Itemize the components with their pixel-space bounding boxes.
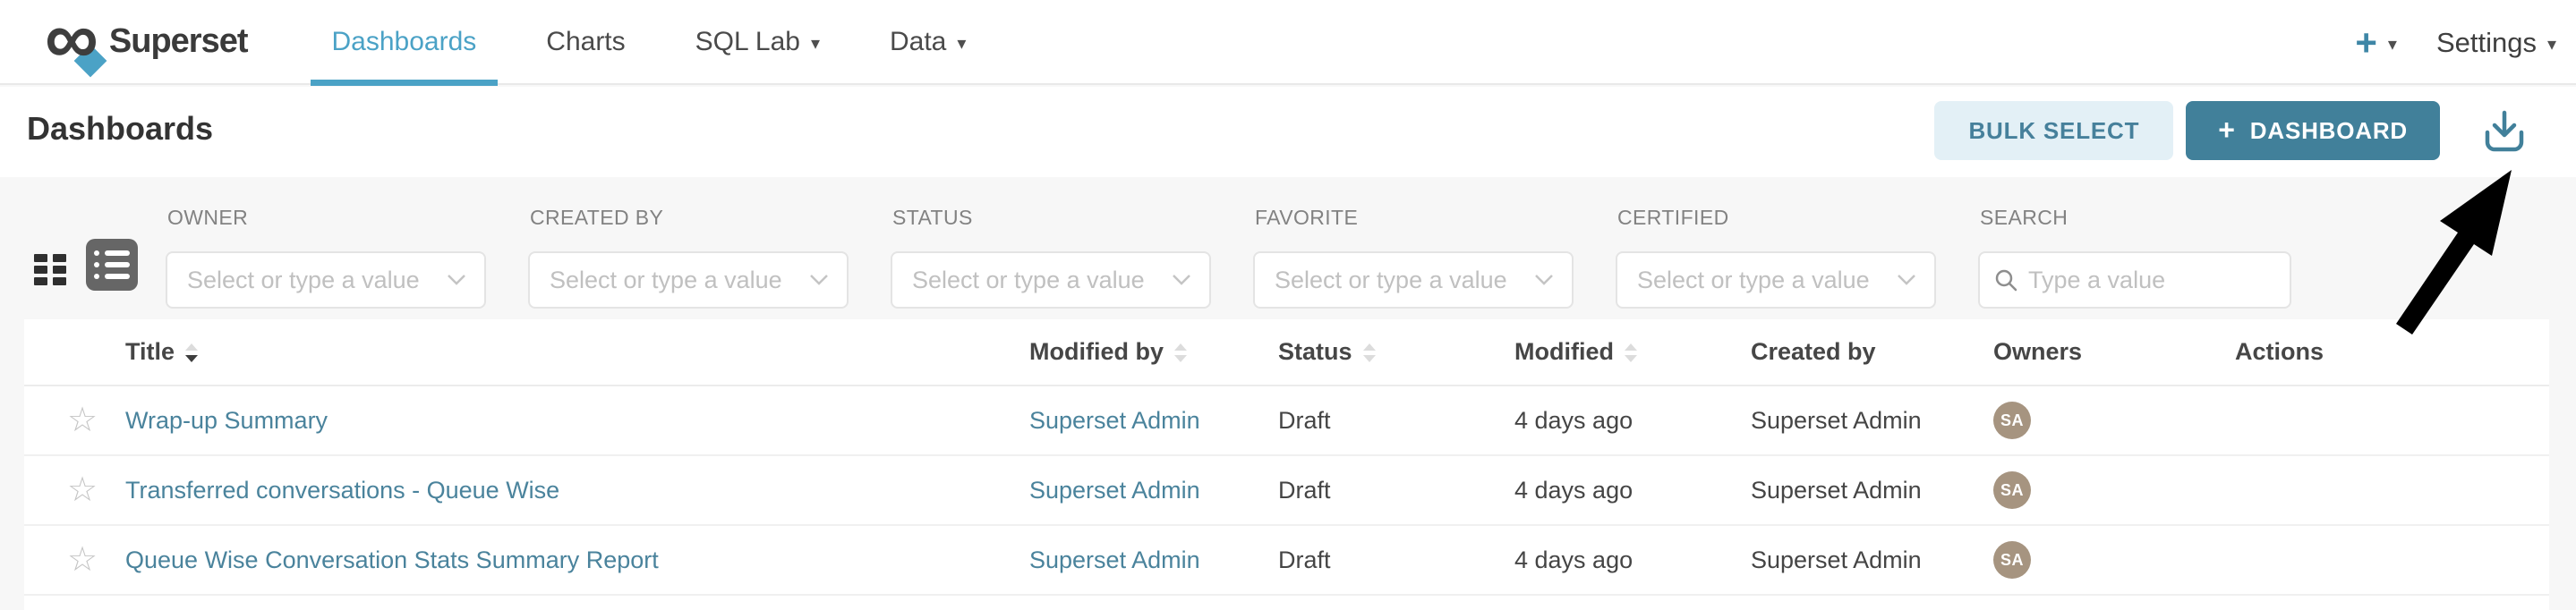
caret-down-icon: ▾ [2546,35,2556,55]
table-row-partial [24,596,2549,610]
new-dashboard-button[interactable]: + DASHBOARD [2186,101,2440,160]
nav-tab-label: Charts [546,26,626,56]
nav-right: + ▾ Settings ▾ [2355,0,2556,85]
dashboard-title-link[interactable]: Queue Wise Conversation Stats Summary Re… [125,546,659,573]
sort-carets-icon [185,343,199,362]
certified-select[interactable]: Select or type a value [1616,251,1936,309]
column-header-title[interactable]: Title [125,338,1029,366]
chevron-down-icon [810,275,828,285]
star-outline-icon[interactable]: ☆ [67,541,98,579]
nav-tab-data[interactable]: Data ▾ [868,0,987,84]
status-cell: Draft [1278,476,1331,504]
modified-cell: 4 days ago [1514,546,1633,573]
filter-bar: OWNER Select or type a value CREATED BY … [0,177,2576,319]
filter-label: FAVORITE [1255,206,1359,229]
bulk-select-button[interactable]: BULK SELECT [1934,101,2174,160]
column-header-modified-by[interactable]: Modified by [1029,338,1278,366]
table-row: ☆ Wrap-up Summary Superset Admin Draft 4… [24,386,2549,456]
main-nav: Dashboards Charts SQL Lab ▾ Data ▾ [284,0,988,86]
owner-avatar[interactable]: SA [1993,471,2031,509]
modified-cell: 4 days ago [1514,476,1633,504]
owner-avatar[interactable]: SA [1993,402,2031,439]
column-header-modified[interactable]: Modified [1514,338,1751,366]
star-outline-icon[interactable]: ☆ [67,402,98,439]
nav-tab-label: SQL Lab [695,26,800,56]
nav-tab-label: Dashboards [331,26,477,56]
caret-down-icon: ▾ [810,34,820,54]
modified-by-link[interactable]: Superset Admin [1029,406,1200,434]
chevron-down-icon [1898,275,1915,285]
modified-by-link[interactable]: Superset Admin [1029,476,1200,504]
nav-tab-label: Data [890,26,947,56]
column-header-status[interactable]: Status [1278,338,1514,366]
table-header-row: Title Modified by Status Modified Create… [24,319,2549,386]
dashboard-title-link[interactable]: Transferred conversations - Queue Wise [125,476,560,504]
chevron-down-icon [1535,275,1553,285]
filter-label: OWNER [167,206,249,229]
status-cell: Draft [1278,546,1331,573]
dashboard-title-link[interactable]: Wrap-up Summary [125,406,328,434]
sort-carets-icon [1624,343,1637,362]
select-placeholder: Select or type a value [912,266,1145,293]
brand-name: Superset [108,22,249,60]
plus-icon: + [2218,113,2236,146]
sort-carets-icon [1362,343,1376,362]
settings-menu-button[interactable]: Settings ▾ [2436,27,2556,59]
new-item-menu-button[interactable]: + ▾ [2355,21,2397,64]
owner-avatar[interactable]: SA [1993,541,2031,579]
status-select[interactable]: Select or type a value [891,251,1211,309]
chevron-down-icon [1173,275,1190,285]
filter-label: CREATED BY [530,206,664,229]
page-header: Dashboards BULK SELECT + DASHBOARD [0,87,2576,177]
sort-carets-icon [1174,343,1187,362]
caret-down-icon: ▾ [2387,35,2397,55]
status-cell: Draft [1278,406,1331,434]
page-title: Dashboards [27,110,214,147]
filter-label: STATUS [892,206,973,229]
column-header-created-by: Created by [1751,338,1876,365]
modified-cell: 4 days ago [1514,406,1633,434]
column-header-owners: Owners [1993,338,2083,365]
star-outline-icon[interactable]: ☆ [67,471,98,509]
list-view-icon [94,250,130,256]
top-nav: ∞ Superset Dashboards Charts SQL Lab ▾ D… [0,0,2576,86]
new-dashboard-label: DASHBOARD [2249,116,2408,144]
nav-tab-charts[interactable]: Charts [525,0,646,84]
search-input[interactable] [2028,266,2275,294]
caret-down-icon: ▾ [957,34,967,54]
import-dashboard-icon[interactable] [2483,108,2526,153]
favorite-select[interactable]: Select or type a value [1253,251,1574,309]
list-view-toggle[interactable] [86,239,138,291]
search-icon [1995,269,2017,292]
card-view-toggle[interactable] [34,253,66,290]
filter-label: CERTIFIED [1617,206,1729,229]
created-by-select[interactable]: Select or type a value [528,251,849,309]
card-view-grid-icon [34,254,66,285]
dashboards-table: Title Modified by Status Modified Create… [24,319,2549,610]
owner-select[interactable]: Select or type a value [166,251,486,309]
select-placeholder: Select or type a value [1637,266,1870,293]
superset-logo[interactable]: ∞ Superset [45,0,249,80]
select-placeholder: Select or type a value [1275,266,1507,293]
table-row: ☆ Transferred conversations - Queue Wise… [24,456,2549,526]
header-actions: BULK SELECT + DASHBOARD [1934,101,2526,160]
filter-label: SEARCH [1980,206,2068,229]
column-header-actions: Actions [2235,338,2324,365]
created-by-cell: Superset Admin [1751,406,1922,434]
select-placeholder: Select or type a value [187,266,420,293]
select-placeholder: Select or type a value [550,266,782,293]
nav-tab-sql-lab[interactable]: SQL Lab ▾ [674,0,841,84]
chevron-down-icon [448,275,465,285]
plus-icon: + [2355,21,2377,64]
modified-by-link[interactable]: Superset Admin [1029,546,1200,573]
settings-label: Settings [2435,26,2537,58]
created-by-cell: Superset Admin [1751,546,1922,573]
table-row: ☆ Queue Wise Conversation Stats Summary … [24,526,2549,596]
nav-tab-dashboards[interactable]: Dashboards [310,0,499,86]
search-box[interactable] [1978,251,2291,309]
created-by-cell: Superset Admin [1751,476,1922,504]
